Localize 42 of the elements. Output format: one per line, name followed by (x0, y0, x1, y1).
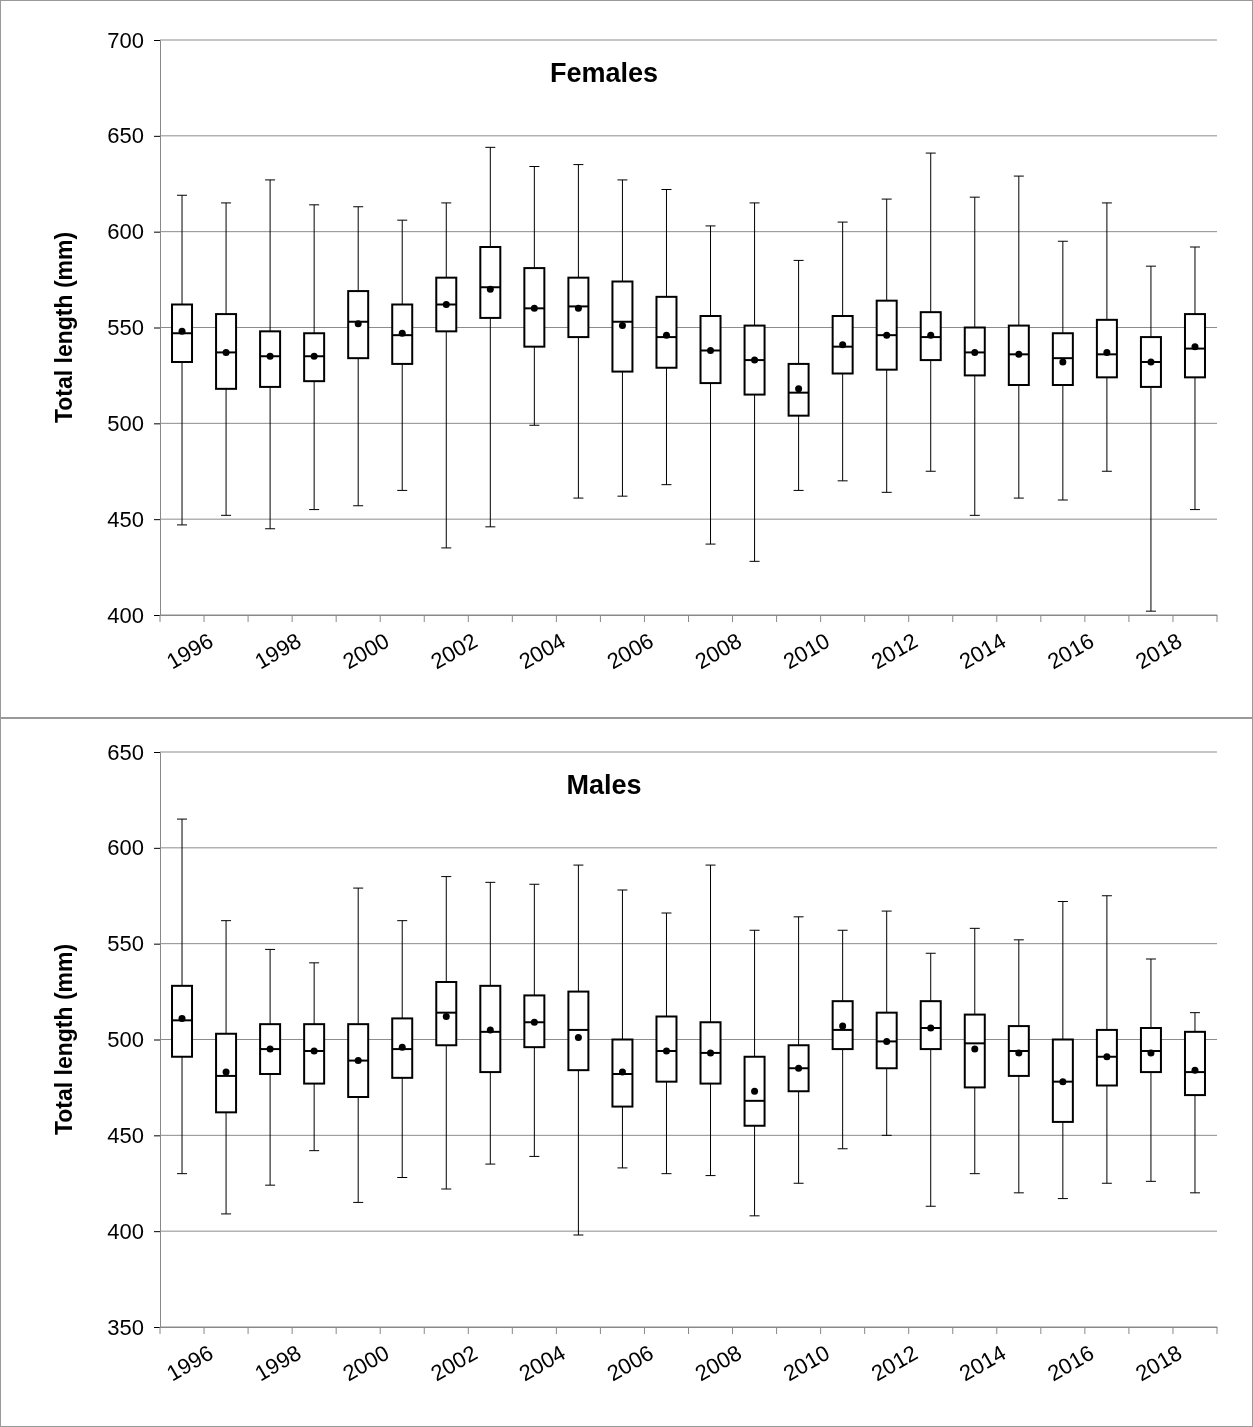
x-tick-label: 2014 (955, 627, 1010, 675)
y-tick-label: 700 (107, 27, 144, 53)
y-tick-label: 450 (107, 506, 144, 532)
x-tick-label: 1998 (250, 1339, 306, 1387)
y-tick-label: 550 (107, 931, 144, 957)
x-tick-label: 2016 (1043, 627, 1099, 675)
x-tick-label: 2010 (778, 627, 834, 675)
y-tick-label: 600 (107, 835, 144, 861)
x-tick-label: 2008 (690, 627, 746, 675)
y-tick-label: 450 (107, 1122, 144, 1148)
y-tick-label: 650 (107, 123, 144, 149)
y-tick-label: 600 (107, 219, 144, 245)
y-tick-label: 350 (107, 1314, 144, 1340)
y-axis-title: Total length (mm) (51, 231, 77, 424)
x-tick-label: 2004 (514, 627, 570, 675)
x-tick-label: 2006 (602, 1339, 658, 1387)
y-tick-label: 550 (107, 315, 144, 341)
x-tick-label: 2002 (426, 1339, 482, 1387)
y-tick-label: 650 (107, 739, 144, 765)
x-tick-label: 2004 (514, 1339, 570, 1387)
x-tick-label: 2000 (338, 627, 394, 675)
x-tick-label: 2006 (602, 627, 658, 675)
x-tick-label: 2008 (690, 1339, 746, 1387)
x-tick-label: 2000 (338, 1339, 394, 1387)
x-tick-label: 1996 (162, 1339, 218, 1387)
y-axis-title: Total length (mm) (51, 943, 77, 1136)
x-tick-label: 2018 (1131, 1339, 1187, 1387)
x-tick-label: 2002 (426, 627, 482, 675)
text: Females (549, 58, 658, 88)
x-tick-label: 1998 (250, 627, 306, 675)
x-tick-label: 2012 (867, 627, 922, 675)
x-tick-label: 2010 (778, 1339, 834, 1387)
x-tick-label: 1996 (162, 627, 218, 675)
y-tick-label: 400 (107, 602, 144, 628)
x-tick-label: 2014 (955, 1339, 1010, 1387)
x-tick-label: 2018 (1131, 627, 1187, 675)
y-tick-label: 500 (107, 1027, 144, 1053)
text: Males (566, 770, 642, 800)
x-tick-label: 2012 (867, 1339, 922, 1387)
x-tick-label: 2016 (1043, 1339, 1099, 1387)
y-tick-label: 500 (107, 410, 144, 436)
y-tick-label: 400 (107, 1218, 144, 1244)
